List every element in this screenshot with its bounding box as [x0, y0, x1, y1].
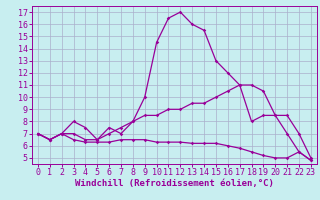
X-axis label: Windchill (Refroidissement éolien,°C): Windchill (Refroidissement éolien,°C)	[75, 179, 274, 188]
